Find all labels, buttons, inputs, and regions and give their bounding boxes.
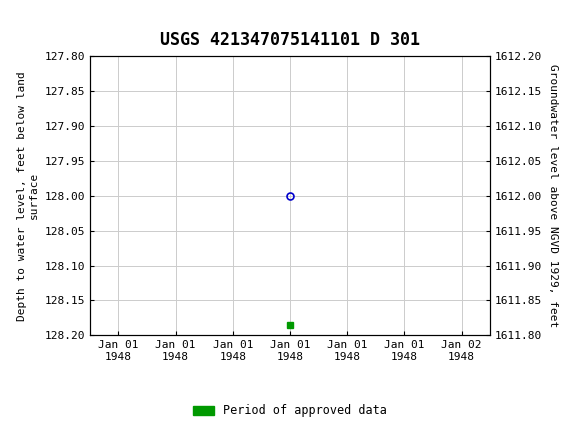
Text: USGS: USGS	[4, 10, 60, 28]
Title: USGS 421347075141101 D 301: USGS 421347075141101 D 301	[160, 31, 420, 49]
Y-axis label: Groundwater level above NGVD 1929, feet: Groundwater level above NGVD 1929, feet	[548, 64, 558, 327]
Y-axis label: Depth to water level, feet below land
surface: Depth to water level, feet below land su…	[17, 71, 39, 320]
Text: ≡: ≡	[3, 10, 14, 28]
Legend: Period of approved data: Period of approved data	[188, 399, 392, 422]
